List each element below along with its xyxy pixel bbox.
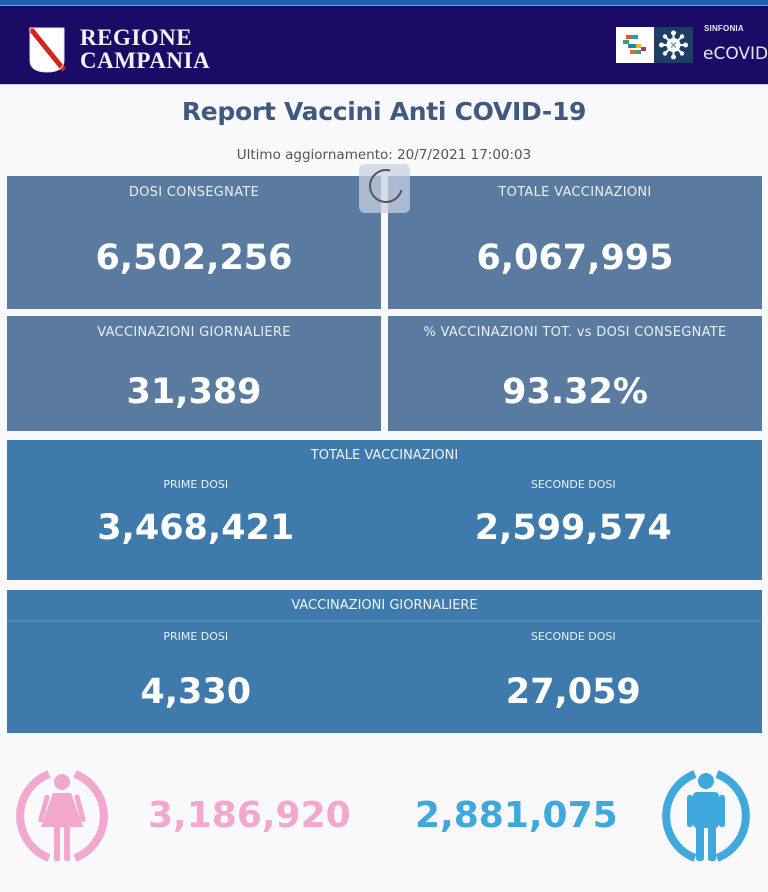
male-icon — [662, 770, 750, 862]
page-title: Report Vaccini Anti COVID-19 — [181, 97, 587, 126]
vaccinazioni-giornaliere-panel: VACCINAZIONI GIORNALIERE PRIME DOSI SECO… — [7, 590, 762, 733]
top-strip — [0, 0, 768, 5]
sinfonia-logo-icon — [616, 27, 654, 63]
kpi-card-dosi-consegnate: DOSI CONSEGNATE 6,502,256 — [7, 176, 381, 309]
totale-vaccinazioni-panel: TOTALE VACCINAZIONI PRIME DOSI SECONDE D… — [7, 440, 762, 580]
seconde-dosi-label: SECONDE DOSI — [530, 478, 616, 491]
region-shield-icon — [28, 26, 66, 73]
partner-name: eCOVID — [703, 44, 768, 64]
seconde-dosi-label: SECONDE DOSI — [530, 630, 616, 643]
panel-title: VACCINAZIONI GIORNALIERE — [291, 598, 478, 613]
panel-title: TOTALE VACCINAZIONI — [310, 448, 459, 463]
prime-dosi-label: PRIME DOSI — [163, 630, 229, 643]
seconde-dosi-value: 2,599,574 — [474, 508, 672, 548]
kpi-value: 6,067,995 — [476, 238, 674, 278]
kpi-card-vaccinazioni-giornaliere: VACCINAZIONI GIORNALIERE 31,389 — [7, 316, 381, 431]
seconde-dosi-value: 27,059 — [505, 672, 641, 712]
prime-dosi-value: 4,330 — [140, 672, 252, 712]
kpi-card-totale-vaccinazioni: TOTALE VACCINAZIONI 6,067,995 — [388, 176, 762, 309]
sinfonia-logo[interactable] — [616, 27, 693, 63]
kpi-label: TOTALE VACCINAZIONI — [498, 185, 652, 200]
brand-line-2: CAMPANIA — [80, 48, 211, 73]
kpi-label: % VACCINAZIONI TOT. vs DOSI CONSEGNATE — [423, 325, 727, 340]
kpi-card-percent-vaccinazioni: % VACCINAZIONI TOT. vs DOSI CONSEGNATE 9… — [388, 316, 762, 431]
female-count: 3,186,920 — [148, 795, 351, 836]
region-brand[interactable]: REGIONE CAMPANIA — [80, 26, 210, 72]
loading-overlay — [359, 164, 410, 213]
kpi-value: 93.32% — [502, 372, 648, 412]
header-divider — [0, 84, 768, 85]
kpi-value: 31,389 — [126, 372, 262, 412]
last-update-text: Ultimo aggiornamento: 20/7/2021 17:00:03 — [236, 147, 532, 163]
panel-divider — [7, 620, 762, 622]
top-line — [0, 5, 768, 6]
female-icon — [16, 770, 108, 862]
brand-line-1: REGIONE — [80, 25, 193, 50]
male-count: 2,881,075 — [415, 795, 618, 836]
kpi-label: VACCINAZIONI GIORNALIERE — [97, 325, 291, 340]
prime-dosi-value: 3,468,421 — [97, 508, 295, 548]
prime-dosi-label: PRIME DOSI — [163, 478, 229, 491]
partner-small-label: SINFONIA — [704, 24, 744, 33]
kpi-label: DOSI CONSEGNATE — [128, 185, 260, 200]
virus-icon — [654, 27, 693, 63]
kpi-value: 6,502,256 — [95, 238, 293, 278]
